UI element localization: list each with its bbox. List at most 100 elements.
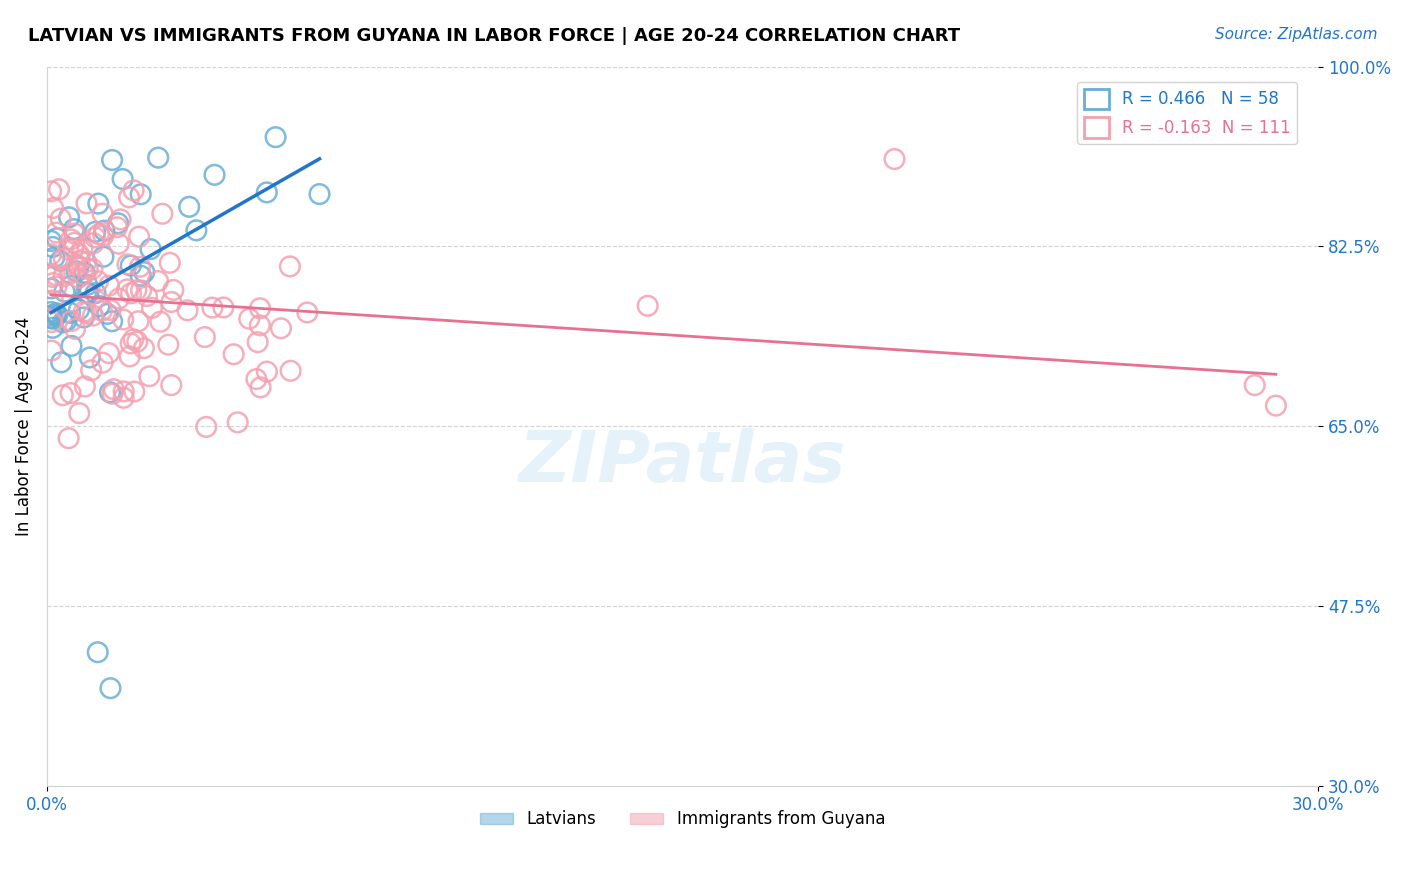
Point bbox=[79, 351, 101, 365]
Y-axis label: In Labor Force | Age 20-24: In Labor Force | Age 20-24 bbox=[15, 317, 32, 536]
Point bbox=[76, 306, 98, 320]
Text: Source: ZipAtlas.com: Source: ZipAtlas.com bbox=[1215, 27, 1378, 42]
Point bbox=[128, 229, 150, 244]
Point bbox=[67, 302, 90, 317]
Point bbox=[73, 310, 96, 325]
Point bbox=[45, 309, 67, 323]
Point bbox=[62, 242, 84, 256]
Point bbox=[129, 284, 152, 298]
Point bbox=[103, 382, 125, 396]
Text: ZIPatlas: ZIPatlas bbox=[519, 427, 846, 497]
Point bbox=[83, 236, 105, 251]
Point bbox=[637, 299, 659, 313]
Point bbox=[84, 286, 107, 301]
Point bbox=[60, 339, 83, 353]
Point bbox=[39, 184, 62, 198]
Point bbox=[42, 201, 65, 215]
Point bbox=[93, 224, 115, 238]
Point bbox=[66, 264, 89, 278]
Point bbox=[112, 384, 135, 399]
Point bbox=[58, 431, 80, 445]
Point bbox=[63, 227, 86, 241]
Point bbox=[883, 152, 905, 166]
Point bbox=[89, 299, 111, 313]
Point bbox=[90, 303, 112, 318]
Point bbox=[75, 255, 97, 269]
Point bbox=[42, 321, 65, 335]
Point bbox=[112, 312, 135, 326]
Point bbox=[73, 304, 96, 318]
Point bbox=[1264, 399, 1286, 413]
Point bbox=[141, 301, 163, 315]
Point bbox=[84, 225, 107, 239]
Point bbox=[39, 311, 62, 326]
Point bbox=[108, 292, 131, 306]
Point bbox=[63, 235, 86, 250]
Point bbox=[67, 270, 90, 285]
Point bbox=[80, 363, 103, 377]
Point bbox=[110, 212, 132, 227]
Point bbox=[112, 391, 135, 405]
Point bbox=[87, 645, 110, 659]
Point bbox=[111, 172, 134, 186]
Point bbox=[52, 315, 75, 329]
Point bbox=[129, 187, 152, 202]
Point bbox=[84, 230, 107, 244]
Text: LATVIAN VS IMMIGRANTS FROM GUYANA IN LABOR FORCE | AGE 20-24 CORRELATION CHART: LATVIAN VS IMMIGRANTS FROM GUYANA IN LAB… bbox=[28, 27, 960, 45]
Point bbox=[44, 268, 66, 282]
Point bbox=[60, 232, 83, 246]
Point bbox=[159, 256, 181, 270]
Point bbox=[146, 274, 169, 288]
Point bbox=[148, 151, 170, 165]
Point bbox=[160, 378, 183, 392]
Point bbox=[41, 343, 63, 358]
Point bbox=[48, 182, 70, 196]
Point bbox=[41, 240, 63, 254]
Point bbox=[67, 247, 90, 261]
Point bbox=[91, 207, 114, 221]
Point bbox=[59, 267, 82, 281]
Point bbox=[270, 321, 292, 335]
Point bbox=[93, 250, 115, 264]
Point bbox=[186, 223, 208, 237]
Point bbox=[117, 257, 139, 271]
Point bbox=[42, 276, 65, 290]
Point bbox=[41, 311, 63, 326]
Point bbox=[82, 309, 104, 323]
Point bbox=[53, 285, 76, 299]
Point bbox=[249, 318, 271, 333]
Point bbox=[75, 285, 97, 300]
Point bbox=[176, 303, 198, 318]
Point bbox=[120, 336, 142, 351]
Point bbox=[97, 346, 120, 360]
Point bbox=[100, 681, 122, 696]
Point bbox=[136, 289, 159, 303]
Point bbox=[125, 283, 148, 297]
Point bbox=[51, 355, 73, 369]
Point bbox=[59, 386, 82, 401]
Point bbox=[278, 260, 301, 274]
Point bbox=[59, 279, 82, 293]
Point bbox=[52, 388, 75, 402]
Point bbox=[72, 242, 94, 256]
Point bbox=[226, 415, 249, 429]
Point bbox=[44, 251, 66, 265]
Point bbox=[101, 153, 124, 167]
Point bbox=[67, 406, 90, 420]
Point bbox=[73, 268, 96, 282]
Point bbox=[91, 356, 114, 370]
Point bbox=[127, 334, 149, 349]
Point bbox=[55, 314, 77, 328]
Point bbox=[129, 260, 152, 274]
Point bbox=[63, 222, 86, 236]
Point bbox=[238, 311, 260, 326]
Point bbox=[195, 420, 218, 434]
Point bbox=[87, 196, 110, 211]
Point bbox=[117, 282, 139, 296]
Point bbox=[97, 278, 120, 293]
Point bbox=[149, 315, 172, 329]
Point bbox=[222, 347, 245, 361]
Point bbox=[201, 301, 224, 315]
Point bbox=[39, 309, 62, 323]
Point bbox=[118, 350, 141, 364]
